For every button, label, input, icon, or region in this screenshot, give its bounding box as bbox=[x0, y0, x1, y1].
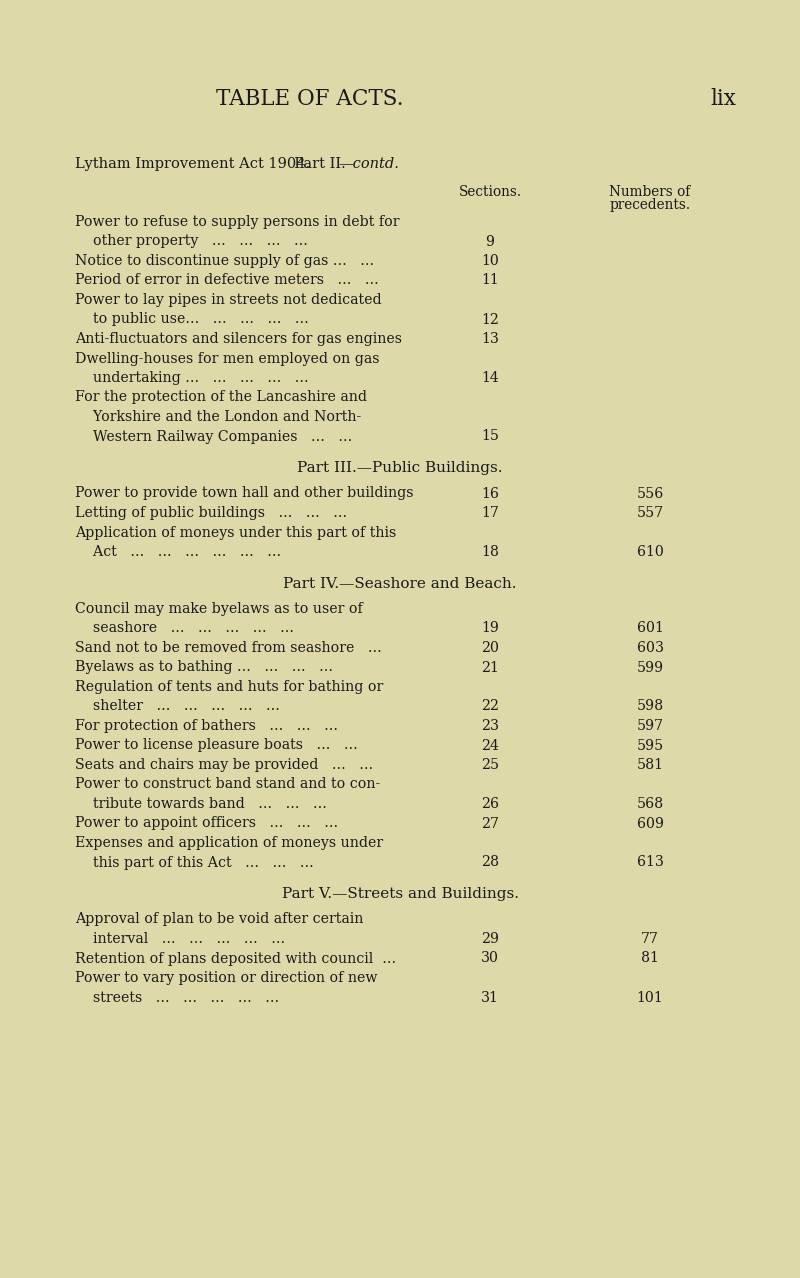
Text: lix: lix bbox=[710, 88, 736, 110]
Text: 556: 556 bbox=[636, 487, 664, 501]
Text: Regulation of tents and huts for bathing or: Regulation of tents and huts for bathing… bbox=[75, 680, 383, 694]
Text: Power to appoint officers   ...   ...   ...: Power to appoint officers ... ... ... bbox=[75, 817, 338, 831]
Text: 77: 77 bbox=[641, 932, 659, 946]
Text: 28: 28 bbox=[481, 855, 499, 869]
Text: 13: 13 bbox=[481, 332, 499, 346]
Text: 29: 29 bbox=[481, 932, 499, 946]
Text: 27: 27 bbox=[481, 817, 499, 831]
Text: 19: 19 bbox=[481, 621, 499, 635]
Text: 17: 17 bbox=[481, 506, 499, 520]
Text: 30: 30 bbox=[481, 952, 499, 965]
Text: 581: 581 bbox=[637, 758, 663, 772]
Text: For protection of bathers   ...   ...   ...: For protection of bathers ... ... ... bbox=[75, 720, 338, 734]
Text: Act   ...   ...   ...   ...   ...   ...: Act ... ... ... ... ... ... bbox=[75, 544, 281, 558]
Text: Sand not to be removed from seashore   ...: Sand not to be removed from seashore ... bbox=[75, 642, 382, 656]
Text: Letting of public buildings   ...   ...   ...: Letting of public buildings ... ... ... bbox=[75, 506, 347, 520]
Text: 603: 603 bbox=[637, 642, 663, 656]
Text: 610: 610 bbox=[637, 544, 663, 558]
Text: Expenses and application of moneys under: Expenses and application of moneys under bbox=[75, 836, 383, 850]
Text: 599: 599 bbox=[637, 661, 663, 675]
Text: precedents.: precedents. bbox=[610, 198, 690, 212]
Text: streets   ...   ...   ...   ...   ...: streets ... ... ... ... ... bbox=[75, 990, 279, 1005]
Text: 24: 24 bbox=[481, 739, 499, 753]
Text: Retention of plans deposited with council  ...: Retention of plans deposited with counci… bbox=[75, 952, 396, 965]
Text: —contd.: —contd. bbox=[338, 157, 399, 171]
Text: undertaking ...   ...   ...   ...   ...: undertaking ... ... ... ... ... bbox=[75, 371, 309, 385]
Text: Dwelling-houses for men employed on gas: Dwelling-houses for men employed on gas bbox=[75, 351, 379, 366]
Text: 26: 26 bbox=[481, 797, 499, 812]
Text: TABLE OF ACTS.: TABLE OF ACTS. bbox=[216, 88, 404, 110]
Text: 31: 31 bbox=[481, 990, 499, 1005]
Text: Part V.—Streets and Buildings.: Part V.—Streets and Buildings. bbox=[282, 887, 518, 901]
Text: Lytham Improvement Act 1904.: Lytham Improvement Act 1904. bbox=[75, 157, 310, 171]
Text: 597: 597 bbox=[637, 720, 663, 734]
Text: 25: 25 bbox=[481, 758, 499, 772]
Text: 101: 101 bbox=[637, 990, 663, 1005]
Text: 16: 16 bbox=[481, 487, 499, 501]
Text: shelter   ...   ...   ...   ...   ...: shelter ... ... ... ... ... bbox=[75, 699, 280, 713]
Text: Anti-fluctuators and silencers for gas engines: Anti-fluctuators and silencers for gas e… bbox=[75, 332, 402, 346]
Text: other property   ...   ...   ...   ...: other property ... ... ... ... bbox=[75, 234, 308, 248]
Text: For the protection of the Lancashire and: For the protection of the Lancashire and bbox=[75, 391, 367, 405]
Text: 9: 9 bbox=[486, 234, 494, 248]
Text: 10: 10 bbox=[481, 254, 499, 268]
Text: Numbers of: Numbers of bbox=[610, 185, 690, 199]
Text: 81: 81 bbox=[641, 952, 659, 965]
Text: Power to vary position or direction of new: Power to vary position or direction of n… bbox=[75, 971, 378, 985]
Text: Power to provide town hall and other buildings: Power to provide town hall and other bui… bbox=[75, 487, 414, 501]
Text: 18: 18 bbox=[481, 544, 499, 558]
Text: 15: 15 bbox=[481, 429, 499, 443]
Text: Council may make byelaws as to user of: Council may make byelaws as to user of bbox=[75, 602, 362, 616]
Text: 613: 613 bbox=[637, 855, 663, 869]
Text: Seats and chairs may be provided   ...   ...: Seats and chairs may be provided ... ... bbox=[75, 758, 373, 772]
Text: Part II.: Part II. bbox=[285, 157, 346, 171]
Text: Sections.: Sections. bbox=[458, 185, 522, 199]
Text: 568: 568 bbox=[637, 797, 663, 812]
Text: 11: 11 bbox=[481, 273, 499, 288]
Text: Yorkshire and the London and North-: Yorkshire and the London and North- bbox=[75, 410, 362, 424]
Text: 557: 557 bbox=[636, 506, 664, 520]
Text: Application of moneys under this part of this: Application of moneys under this part of… bbox=[75, 525, 396, 539]
Text: Power to construct band stand and to con-: Power to construct band stand and to con… bbox=[75, 777, 380, 791]
Text: 22: 22 bbox=[481, 699, 499, 713]
Text: Part IV.—Seashore and Beach.: Part IV.—Seashore and Beach. bbox=[283, 576, 517, 590]
Text: 598: 598 bbox=[637, 699, 663, 713]
Text: Approval of plan to be void after certain: Approval of plan to be void after certai… bbox=[75, 912, 363, 927]
Text: this part of this Act   ...   ...   ...: this part of this Act ... ... ... bbox=[75, 855, 314, 869]
Text: 14: 14 bbox=[481, 371, 499, 385]
Text: Part III.—Public Buildings.: Part III.—Public Buildings. bbox=[298, 461, 502, 475]
Text: 609: 609 bbox=[637, 817, 663, 831]
Text: Power to license pleasure boats   ...   ...: Power to license pleasure boats ... ... bbox=[75, 739, 358, 753]
Text: Power to refuse to supply persons in debt for: Power to refuse to supply persons in deb… bbox=[75, 215, 399, 229]
Text: Notice to discontinue supply of gas ...   ...: Notice to discontinue supply of gas ... … bbox=[75, 254, 374, 268]
Text: seashore   ...   ...   ...   ...   ...: seashore ... ... ... ... ... bbox=[75, 621, 294, 635]
Text: 12: 12 bbox=[481, 313, 499, 326]
Text: 595: 595 bbox=[636, 739, 664, 753]
Text: interval   ...   ...   ...   ...   ...: interval ... ... ... ... ... bbox=[75, 932, 285, 946]
Text: Western Railway Companies   ...   ...: Western Railway Companies ... ... bbox=[75, 429, 352, 443]
Text: 23: 23 bbox=[481, 720, 499, 734]
Text: Byelaws as to bathing ...   ...   ...   ...: Byelaws as to bathing ... ... ... ... bbox=[75, 661, 333, 675]
Text: Period of error in defective meters   ...   ...: Period of error in defective meters ... … bbox=[75, 273, 378, 288]
Text: to public use...   ...   ...   ...   ...: to public use... ... ... ... ... bbox=[75, 313, 309, 326]
Text: Power to lay pipes in streets not dedicated: Power to lay pipes in streets not dedica… bbox=[75, 293, 382, 307]
Text: 21: 21 bbox=[481, 661, 499, 675]
Text: 601: 601 bbox=[637, 621, 663, 635]
Text: tribute towards band   ...   ...   ...: tribute towards band ... ... ... bbox=[75, 797, 327, 812]
Text: 20: 20 bbox=[481, 642, 499, 656]
